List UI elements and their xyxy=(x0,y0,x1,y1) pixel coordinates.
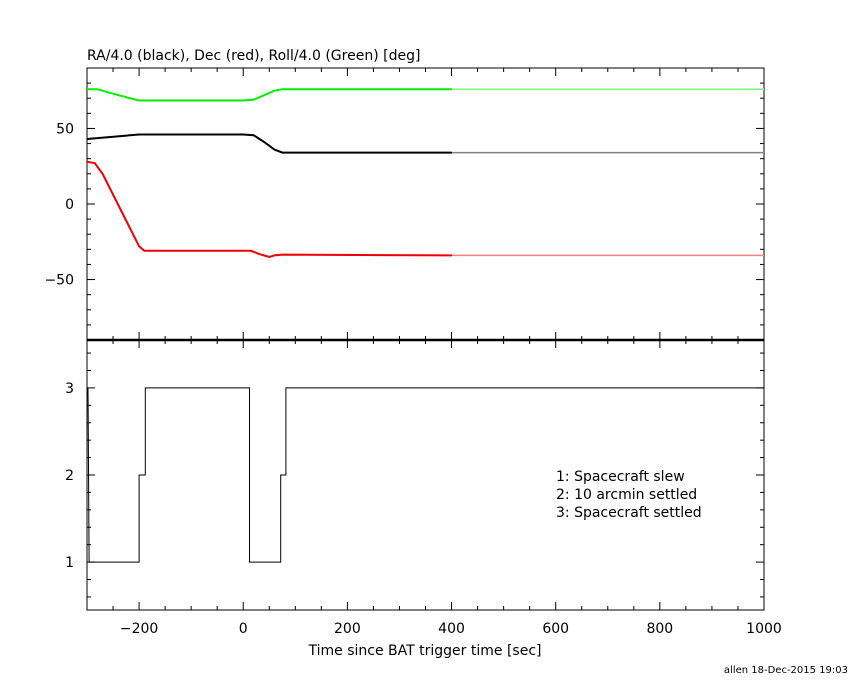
x-tick-label: 400 xyxy=(438,621,465,637)
bottom-panel: Time since BAT trigger time [sec] 1: Spa… xyxy=(86,338,765,659)
legend-entry-1: 1: Spacecraft slew xyxy=(556,469,685,485)
x-tick-label: −200 xyxy=(120,621,158,637)
footer-stamp: allen 18-Dec-2015 19:03 xyxy=(724,665,848,676)
x-tick-label: 800 xyxy=(646,621,673,637)
series-layer xyxy=(86,88,764,563)
x-tick-label: 0 xyxy=(239,621,248,637)
x-tick-label: 200 xyxy=(334,621,361,637)
x-tick-label: 600 xyxy=(542,621,569,637)
x-axis-label: Time since BAT trigger time [sec] xyxy=(308,643,542,659)
top-panel: RA/4.0 (black), Dec (red), Roll/4.0 (Gre… xyxy=(86,48,765,341)
series-0-line xyxy=(87,88,452,102)
legend-entry-2: 2: 10 arcmin settled xyxy=(556,487,697,503)
x-tick-label: 1000 xyxy=(746,621,782,637)
legend-entry-3: 3: Spacecraft settled xyxy=(556,505,702,521)
series-1-line xyxy=(86,133,452,154)
y-tick-label: 1 xyxy=(65,555,74,571)
series-2-line xyxy=(86,160,452,258)
y-tick-label: 0 xyxy=(65,197,74,213)
y-tick-label: 2 xyxy=(65,468,74,484)
y-tick-label: 3 xyxy=(65,381,74,397)
y-tick-label: 50 xyxy=(56,121,74,137)
ticks-layer: −200 0 200 400 600 800 1000 50 0 −50 1 2 3 xyxy=(44,68,782,637)
top-chart-title: RA/4.0 (black), Dec (red), Roll/4.0 (Gre… xyxy=(87,48,420,64)
status-step-line xyxy=(87,387,764,563)
y-tick-label: −50 xyxy=(44,273,74,289)
top-panel-frame xyxy=(86,67,765,341)
